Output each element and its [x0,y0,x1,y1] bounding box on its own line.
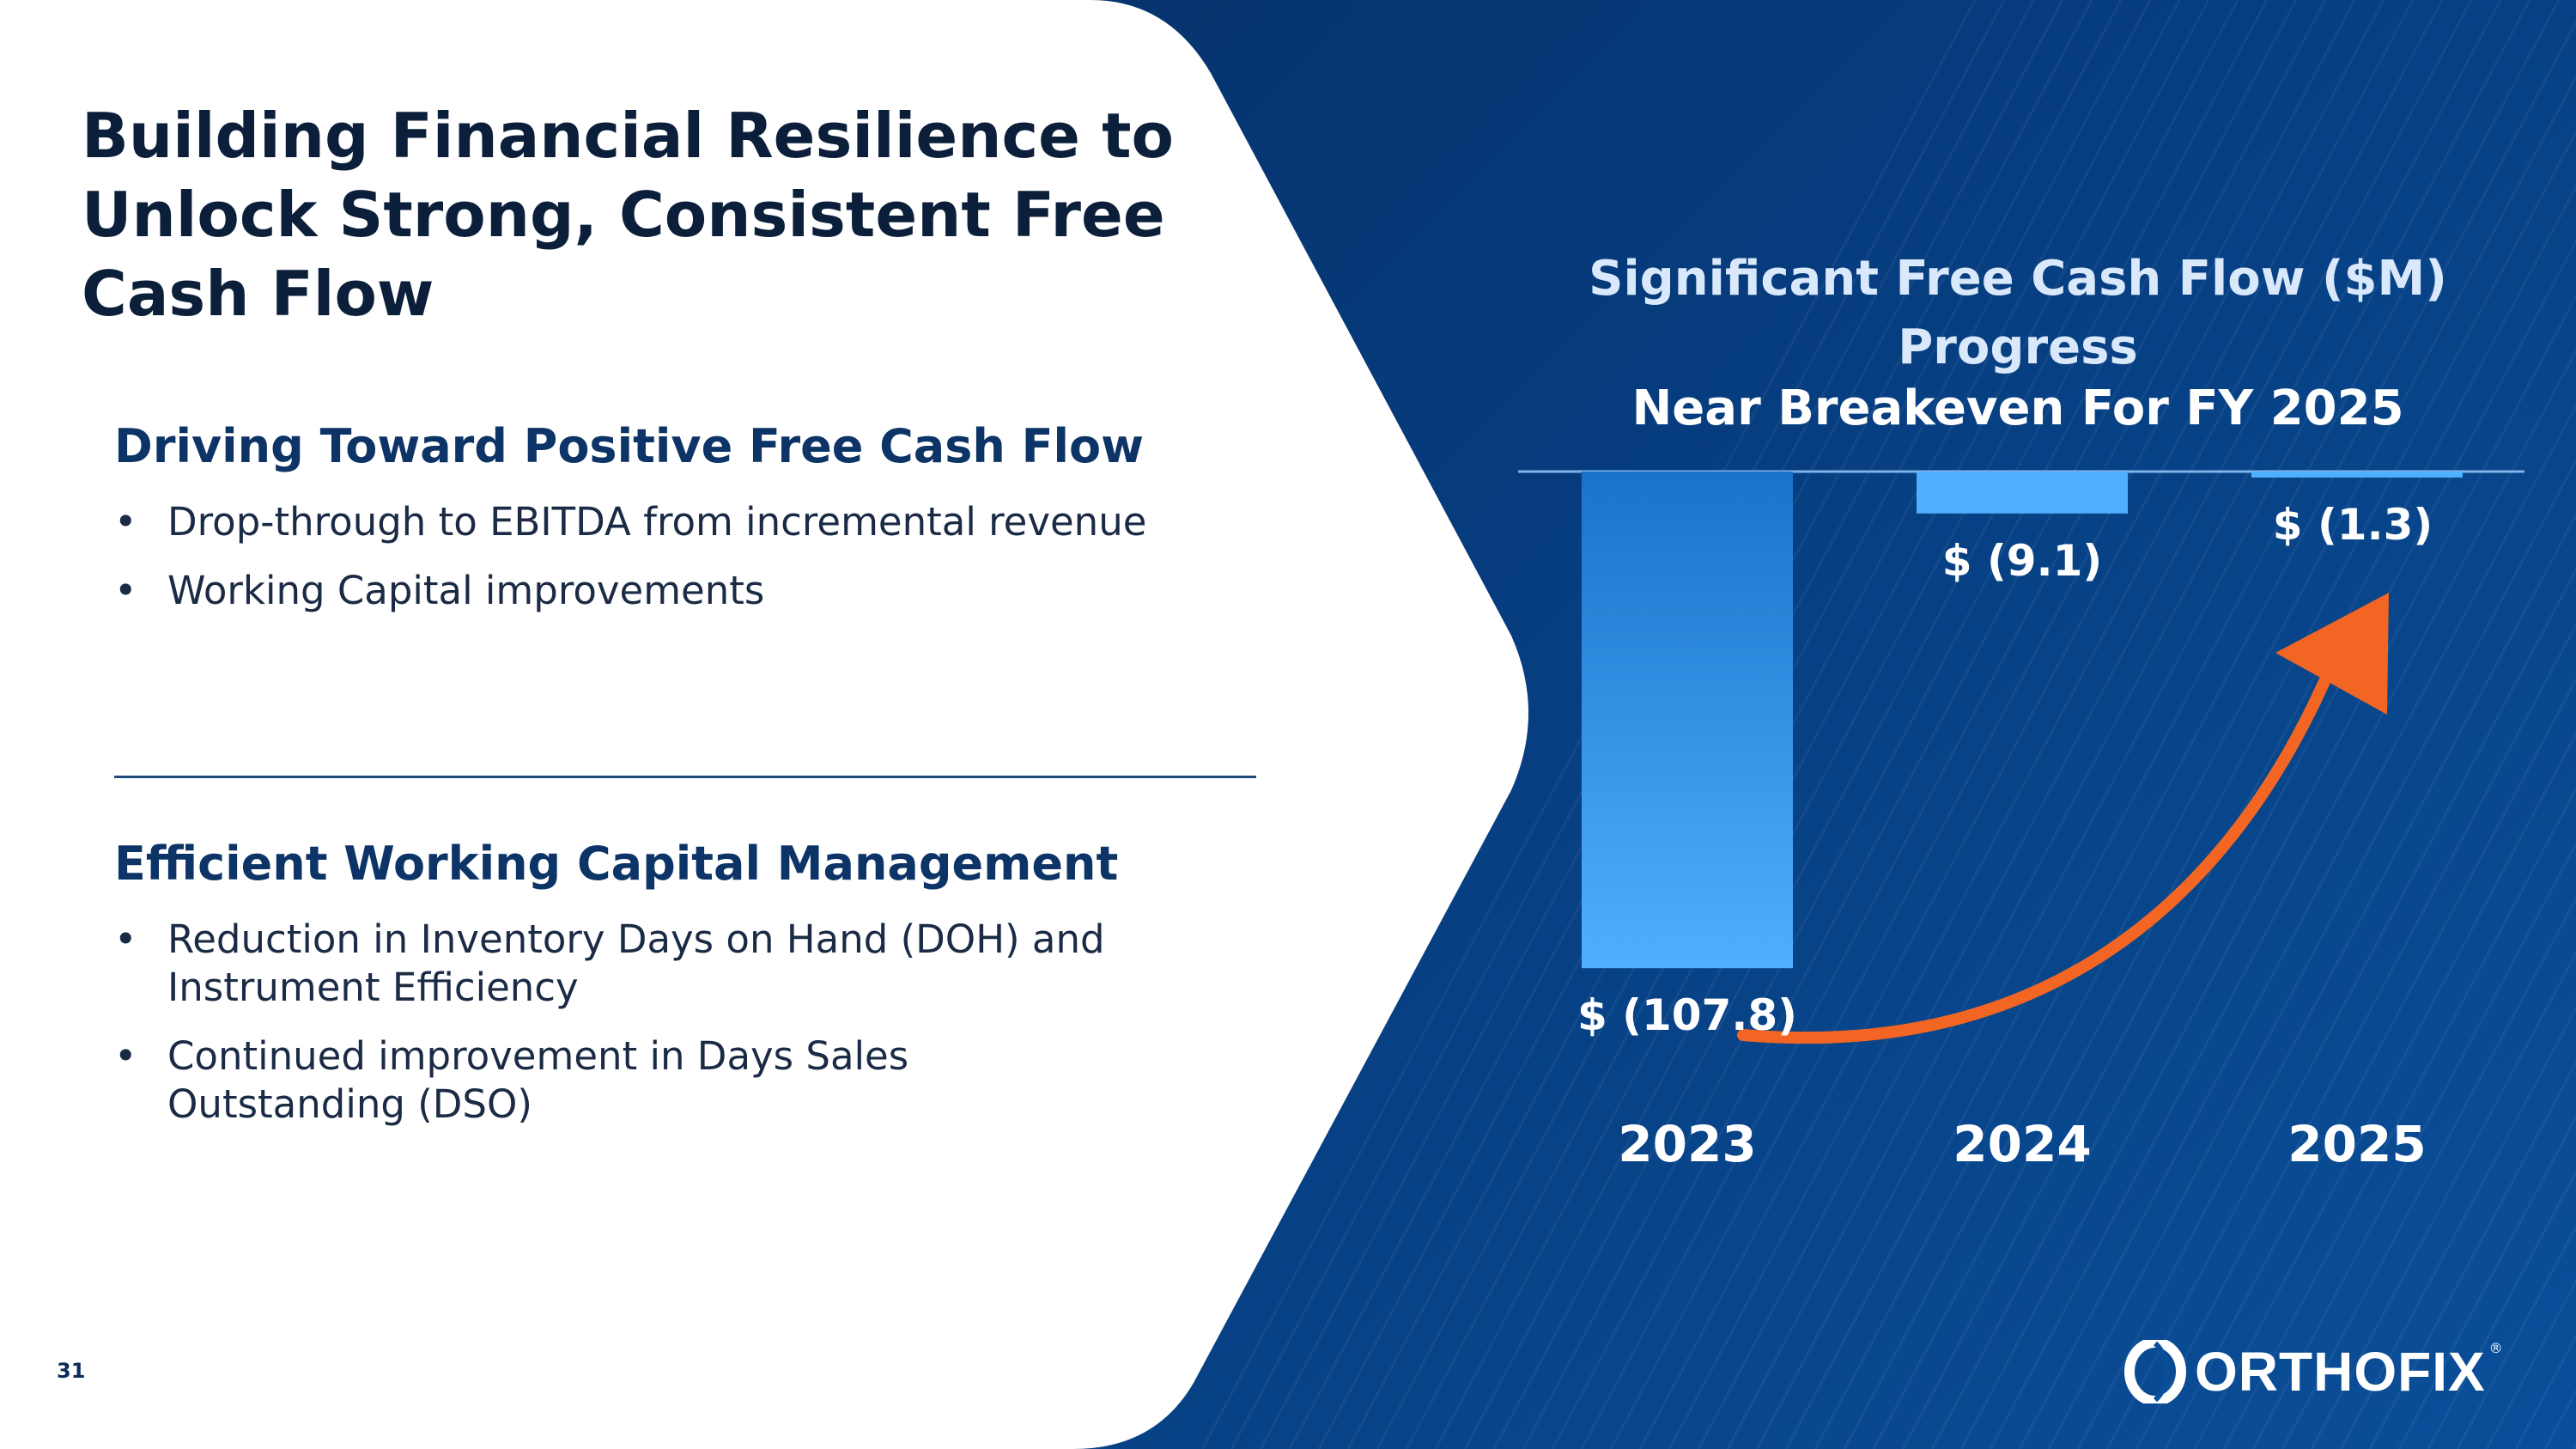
data-label-2025: $ (1.3) [2272,499,2433,550]
bullet-list-working-capital: • Reduction in Inventory Days on Hand (DO… [114,916,1110,1149]
orthofix-mark-icon [2124,1340,2186,1403]
list-item: • Drop-through to EBITDA from incremental… [114,499,1147,545]
list-item: • Reduction in Inventory Days on Hand (DO… [114,916,1105,1010]
bar-2023 [1582,472,1793,969]
list-item: • Continued improvement in Days Sales Out… [114,1033,909,1127]
tick-label-2025: 2025 [2287,1115,2427,1173]
brand-wordmark: ORTHOFIX [2195,1341,2486,1403]
bar-2025 [2251,472,2463,478]
chart-title: Significant Free Cash Flow ($M) Progress [1589,251,2447,375]
tick-label-2024: 2024 [1953,1115,2092,1173]
tick-label-2023: 2023 [1618,1115,1757,1173]
data-label-2024: $ (9.1) [1941,535,2103,586]
registered-mark: ® [2488,1340,2503,1356]
chart-subtitle: Near Breakeven For FY 2025 [1631,381,2404,436]
bars-group [1582,472,2463,969]
trend-arrow [1737,593,2389,1044]
section-heading-working-capital: Efficient Working Capital Management [114,837,1119,891]
data-label-2023: $ (107.8) [1577,990,1798,1041]
orthofix-logo: ORTHOFIX ® [2124,1340,2503,1403]
bar-2024 [1917,472,2128,514]
bullet-list-free-cash-flow: • Drop-through to EBITDA from incremental… [114,498,1248,636]
section-divider [114,776,1256,778]
slide-title: Building Financial Resilience to Unlock … [82,100,1174,330]
page-number: 31 [57,1359,86,1383]
section-heading-free-cash-flow: Driving Toward Positive Free Cash Flow [114,419,1144,473]
list-item: • Working Capital improvements [114,568,765,613]
